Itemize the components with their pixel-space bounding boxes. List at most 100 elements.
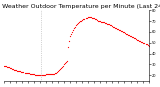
Point	[22, 71, 25, 73]
Point	[12, 69, 15, 70]
Point	[55, 72, 57, 73]
Point	[97, 20, 100, 22]
Point	[50, 74, 52, 75]
Title: Milwaukee Weather Outdoor Temperature per Minute (Last 24 Hours): Milwaukee Weather Outdoor Temperature pe…	[0, 4, 160, 9]
Point	[68, 40, 71, 41]
Point	[59, 68, 61, 70]
Point	[74, 26, 77, 27]
Point	[115, 27, 117, 29]
Point	[81, 19, 84, 21]
Point	[38, 75, 41, 76]
Point	[132, 37, 135, 38]
Point	[111, 25, 113, 27]
Point	[25, 72, 28, 74]
Point	[127, 34, 129, 35]
Point	[3, 65, 5, 66]
Point	[34, 74, 37, 76]
Point	[10, 68, 13, 69]
Point	[57, 70, 59, 72]
Point	[98, 20, 101, 22]
Point	[40, 75, 42, 76]
Point	[8, 66, 11, 68]
Point	[100, 21, 103, 22]
Point	[61, 66, 63, 67]
Point	[141, 42, 144, 43]
Point	[77, 23, 80, 24]
Point	[40, 75, 43, 76]
Point	[120, 30, 122, 32]
Point	[21, 71, 24, 73]
Point	[91, 17, 94, 19]
Point	[105, 23, 107, 24]
Point	[129, 35, 132, 36]
Point	[136, 39, 139, 40]
Point	[83, 18, 86, 20]
Point	[112, 26, 114, 27]
Point	[93, 18, 96, 20]
Point	[36, 75, 39, 76]
Point	[72, 29, 75, 30]
Point	[46, 74, 48, 75]
Point	[54, 72, 56, 74]
Point	[51, 74, 53, 75]
Point	[113, 26, 115, 28]
Point	[143, 43, 146, 44]
Point	[48, 74, 50, 75]
Point	[101, 21, 104, 23]
Point	[116, 28, 118, 29]
Point	[86, 17, 89, 18]
Point	[119, 30, 121, 31]
Point	[13, 69, 16, 71]
Point	[78, 21, 81, 23]
Point	[31, 74, 34, 75]
Point	[114, 27, 116, 28]
Point	[88, 16, 91, 17]
Point	[42, 75, 44, 76]
Point	[90, 17, 93, 19]
Point	[16, 70, 19, 72]
Point	[24, 72, 27, 73]
Point	[84, 18, 87, 19]
Point	[63, 64, 65, 65]
Point	[29, 74, 32, 75]
Point	[85, 17, 88, 19]
Point	[134, 38, 137, 39]
Point	[26, 72, 29, 74]
Point	[123, 32, 125, 33]
Point	[35, 75, 38, 76]
Point	[130, 36, 132, 37]
Point	[18, 70, 21, 72]
Point	[37, 75, 40, 76]
Point	[5, 65, 8, 67]
Point	[92, 18, 95, 19]
Point	[131, 36, 134, 37]
Point	[53, 73, 55, 74]
Point	[27, 72, 30, 74]
Point	[44, 74, 46, 76]
Point	[94, 19, 97, 20]
Point	[95, 19, 98, 21]
Point	[146, 44, 149, 46]
Point	[128, 35, 131, 36]
Point	[4, 65, 6, 66]
Point	[9, 67, 12, 68]
Point	[100, 21, 102, 22]
Point	[11, 68, 14, 70]
Point	[144, 43, 147, 45]
Point	[147, 45, 150, 46]
Point	[139, 40, 142, 42]
Point	[118, 29, 120, 30]
Point	[43, 75, 45, 76]
Point	[52, 74, 54, 75]
Point	[103, 21, 105, 23]
Point	[106, 23, 108, 25]
Point	[125, 33, 128, 34]
Point	[49, 74, 51, 75]
Point	[66, 61, 68, 62]
Point	[140, 41, 143, 42]
Point	[122, 31, 124, 33]
Point	[19, 70, 22, 72]
Point	[133, 37, 136, 39]
Point	[14, 69, 17, 71]
Point	[145, 44, 148, 45]
